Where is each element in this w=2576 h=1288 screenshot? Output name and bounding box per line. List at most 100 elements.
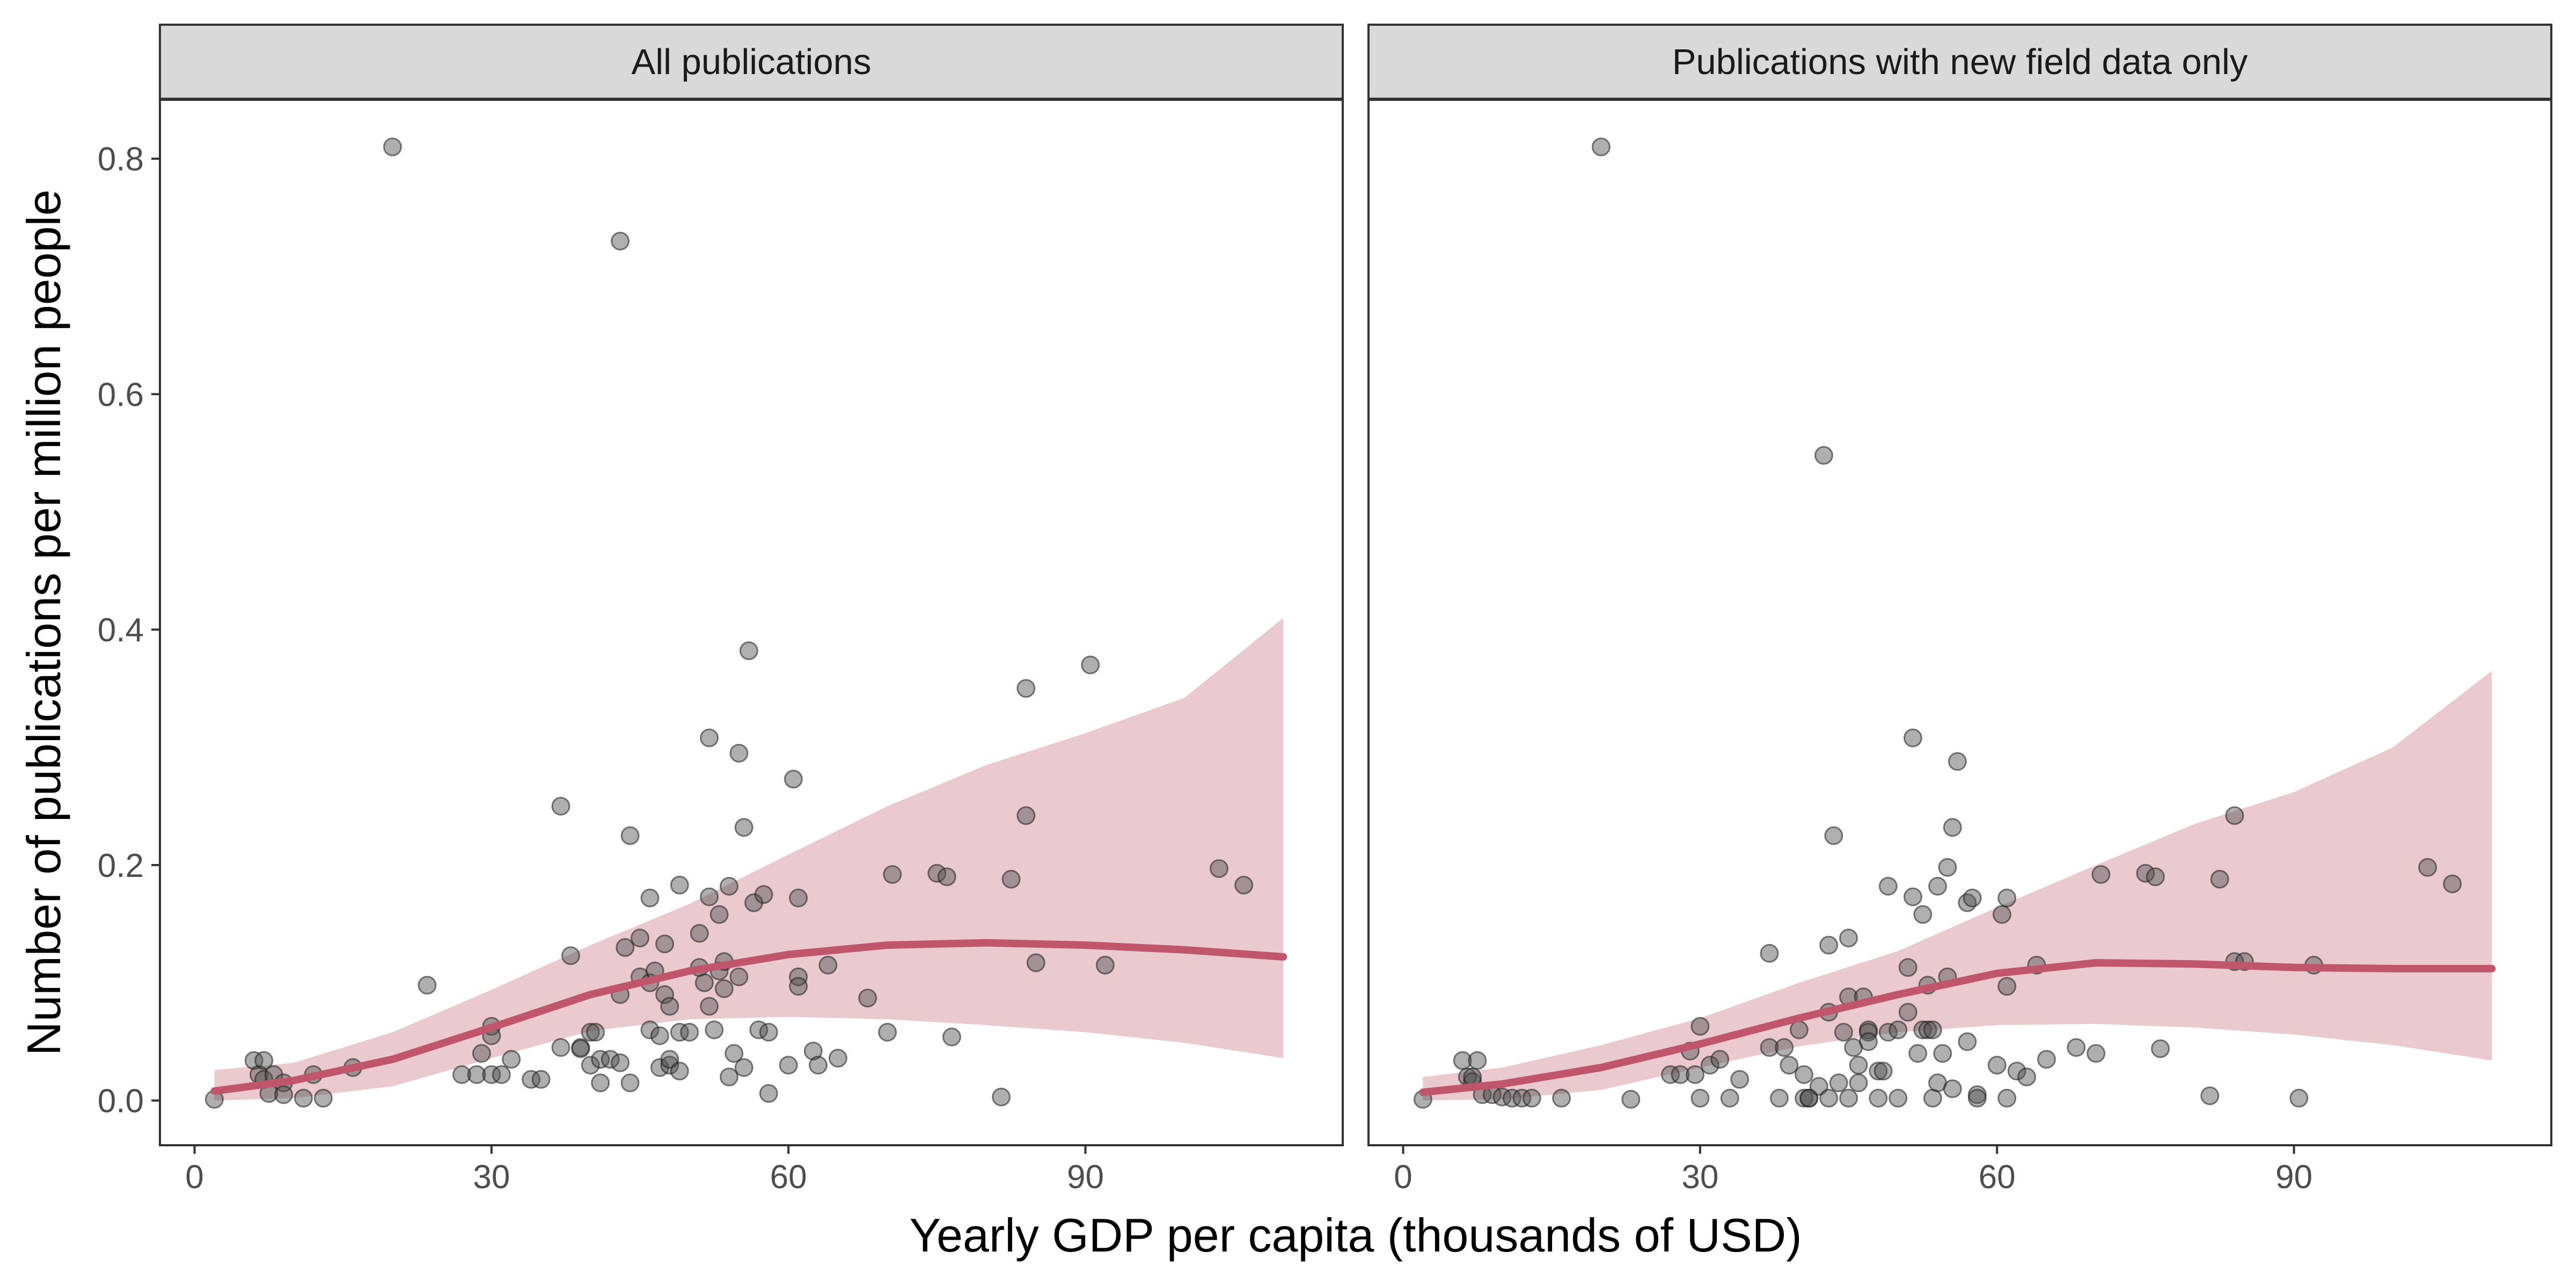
data-point <box>1710 1050 1730 1069</box>
data-point <box>561 946 580 965</box>
data-point <box>581 1022 600 1042</box>
data-point <box>759 1022 778 1042</box>
data-point <box>1963 888 1982 908</box>
data-point <box>452 1065 471 1084</box>
data-point <box>2091 865 2111 884</box>
data-point <box>2289 1088 2309 1108</box>
data-point <box>601 1050 620 1069</box>
data-point <box>1700 1056 1719 1075</box>
y-tick-label: 0.8 <box>98 141 144 178</box>
y-tick-label: 0.6 <box>98 376 144 413</box>
data-point <box>670 1022 689 1042</box>
data-point <box>581 1056 600 1075</box>
data-point <box>789 888 808 908</box>
x-tick-label: 0 <box>1394 1159 1412 1196</box>
data-point <box>1690 1088 1710 1108</box>
data-point <box>1789 1020 1809 1040</box>
data-point <box>1210 859 1228 878</box>
panel-2-strip <box>1367 24 2552 101</box>
data-point <box>1824 826 1843 845</box>
panel-new-field-data: Publications with new field data only 0 3… <box>1367 24 2552 1196</box>
data-point <box>720 1067 738 1087</box>
data-point <box>1923 1020 1942 1040</box>
data-point <box>1992 905 2011 924</box>
y-tick-label: 0.0 <box>98 1083 144 1120</box>
data-point <box>1874 1062 1893 1081</box>
data-point <box>779 1056 798 1075</box>
confidence-ribbon <box>1423 670 2492 1101</box>
data-point <box>1690 1016 1710 1036</box>
x-tick-label: 90 <box>1067 1159 1104 1196</box>
data-point <box>502 1050 521 1069</box>
data-point <box>1997 888 2017 908</box>
data-point <box>694 973 714 992</box>
data-point <box>2087 1044 2106 1063</box>
data-point <box>294 1088 313 1108</box>
data-point <box>1234 875 1254 895</box>
data-point <box>522 1070 541 1089</box>
data-point <box>720 876 738 896</box>
data-point <box>1795 1065 1813 1084</box>
panel-all-publications: All publications 0 30 60 90 0.0 0.2 0.4 0.6 0.8 <box>98 24 1344 1196</box>
data-point <box>2210 869 2229 889</box>
data-point <box>472 1044 491 1063</box>
data-point <box>670 875 689 895</box>
data-point <box>690 924 709 943</box>
data-point <box>2017 1067 2036 1087</box>
data-point <box>2037 1050 2056 1069</box>
data-point <box>714 979 734 998</box>
data-point <box>700 887 719 906</box>
confidence-ribbon <box>214 618 1284 1101</box>
data-point <box>1878 876 1898 896</box>
x-tick-label: 30 <box>473 1159 510 1196</box>
data-point <box>1795 1088 1813 1108</box>
data-point <box>1869 1088 1888 1108</box>
data-point <box>611 231 630 251</box>
data-point <box>828 1049 847 1068</box>
data-point <box>1512 1088 1532 1108</box>
data-point <box>739 641 758 661</box>
data-point <box>1001 869 1021 889</box>
data-point <box>992 1087 1011 1107</box>
data-point <box>244 1051 264 1070</box>
data-point <box>1661 1065 1680 1084</box>
data-point <box>2443 874 2462 894</box>
data-point <box>254 1051 274 1070</box>
data-point <box>1908 1044 1928 1063</box>
data-point <box>1775 1038 1794 1057</box>
data-point <box>1760 943 1779 963</box>
data-point <box>1903 887 1922 906</box>
data-point <box>729 744 749 763</box>
data-point <box>1016 806 1036 825</box>
data-point <box>1938 858 1957 877</box>
data-point <box>650 1026 669 1045</box>
data-point <box>467 1065 486 1084</box>
data-point <box>2418 858 2437 877</box>
data-point <box>1849 1056 1868 1075</box>
data-point <box>729 967 749 986</box>
data-point <box>1898 1002 1918 1022</box>
data-point <box>1948 752 1967 771</box>
data-point <box>700 728 719 748</box>
data-point <box>591 1050 610 1069</box>
data-point <box>1839 1088 1858 1108</box>
data-point <box>759 1084 778 1103</box>
x-axis-title: Yearly GDP per capita (thousands of USD) <box>909 1209 1802 1262</box>
data-point <box>1997 977 2017 996</box>
data-point <box>383 137 402 157</box>
data-point <box>2225 806 2244 825</box>
data-point <box>1997 1088 2017 1108</box>
data-point <box>640 888 660 908</box>
data-point <box>1502 1088 1521 1108</box>
data-point <box>2007 1062 2026 1081</box>
data-point <box>1814 446 1833 465</box>
data-point <box>709 905 729 924</box>
data-point <box>700 997 719 1016</box>
data-point <box>1869 1062 1888 1081</box>
data-point <box>1720 1088 1739 1108</box>
data-point <box>1858 1022 1878 1042</box>
data-point <box>616 938 635 957</box>
data-point <box>551 1038 570 1057</box>
y-axis-title: Number of publications per million peopl… <box>17 189 70 1056</box>
data-point <box>1095 955 1115 975</box>
